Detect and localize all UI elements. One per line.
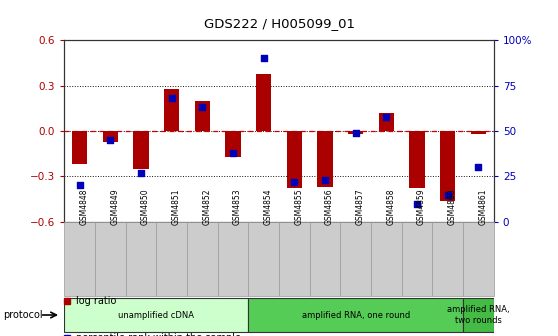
Point: [351, 130, 360, 135]
Bar: [287, 131, 302, 188]
Text: amplified RNA,
two rounds: amplified RNA, two rounds: [447, 305, 510, 325]
Text: GSM4853: GSM4853: [233, 189, 242, 225]
FancyBboxPatch shape: [432, 222, 463, 296]
Text: GSM4850: GSM4850: [141, 189, 150, 225]
Bar: [318, 131, 333, 187]
FancyBboxPatch shape: [95, 222, 126, 296]
Text: unamplified cDNA: unamplified cDNA: [118, 310, 194, 320]
Bar: [164, 89, 179, 131]
FancyBboxPatch shape: [64, 298, 248, 332]
Text: GSM4857: GSM4857: [356, 189, 365, 225]
FancyBboxPatch shape: [463, 222, 494, 296]
Bar: [195, 101, 210, 131]
Point: [290, 179, 299, 184]
Text: GSM4856: GSM4856: [325, 189, 334, 225]
Text: protocol: protocol: [3, 310, 42, 320]
FancyBboxPatch shape: [402, 222, 432, 296]
Text: GSM4854: GSM4854: [263, 189, 273, 225]
FancyBboxPatch shape: [248, 222, 279, 296]
Point: [443, 192, 452, 197]
Bar: [410, 131, 425, 188]
FancyBboxPatch shape: [218, 222, 248, 296]
Text: amplified RNA, one round: amplified RNA, one round: [302, 310, 410, 320]
Bar: [225, 131, 240, 157]
Point: [259, 56, 268, 61]
Bar: [348, 131, 363, 134]
Bar: [103, 131, 118, 142]
FancyBboxPatch shape: [64, 222, 95, 296]
Text: GSM4860: GSM4860: [448, 189, 457, 225]
Bar: [471, 131, 486, 134]
Bar: [379, 113, 394, 131]
Bar: [256, 74, 271, 131]
Text: GSM4858: GSM4858: [386, 189, 396, 225]
Bar: [133, 131, 148, 169]
Text: GSM4851: GSM4851: [171, 189, 181, 225]
FancyBboxPatch shape: [156, 222, 187, 296]
Text: GSM4849: GSM4849: [110, 189, 119, 225]
Point: [412, 201, 421, 206]
FancyBboxPatch shape: [126, 222, 156, 296]
Text: GSM4848: GSM4848: [79, 189, 89, 225]
FancyBboxPatch shape: [371, 222, 402, 296]
Bar: [72, 131, 87, 164]
Point: [320, 177, 329, 183]
Text: GSM4852: GSM4852: [202, 189, 211, 225]
Text: GSM4855: GSM4855: [295, 189, 304, 225]
FancyBboxPatch shape: [463, 298, 494, 332]
Point: [382, 114, 391, 119]
Point: [105, 137, 115, 143]
Text: GSM4859: GSM4859: [417, 189, 426, 225]
Point: [229, 150, 238, 156]
Text: GDS222 / H005099_01: GDS222 / H005099_01: [204, 17, 354, 30]
FancyBboxPatch shape: [340, 222, 371, 296]
Point: [198, 105, 206, 110]
FancyBboxPatch shape: [279, 222, 310, 296]
Point: [167, 96, 176, 101]
Point: [136, 170, 145, 175]
Text: log ratio: log ratio: [76, 296, 116, 306]
Text: percentile rank within the sample: percentile rank within the sample: [76, 333, 240, 336]
Text: GSM4861: GSM4861: [478, 189, 488, 225]
Bar: [440, 131, 455, 201]
Point: [474, 165, 483, 170]
FancyBboxPatch shape: [187, 222, 218, 296]
Point: [75, 183, 84, 188]
FancyBboxPatch shape: [248, 298, 463, 332]
FancyBboxPatch shape: [310, 222, 340, 296]
